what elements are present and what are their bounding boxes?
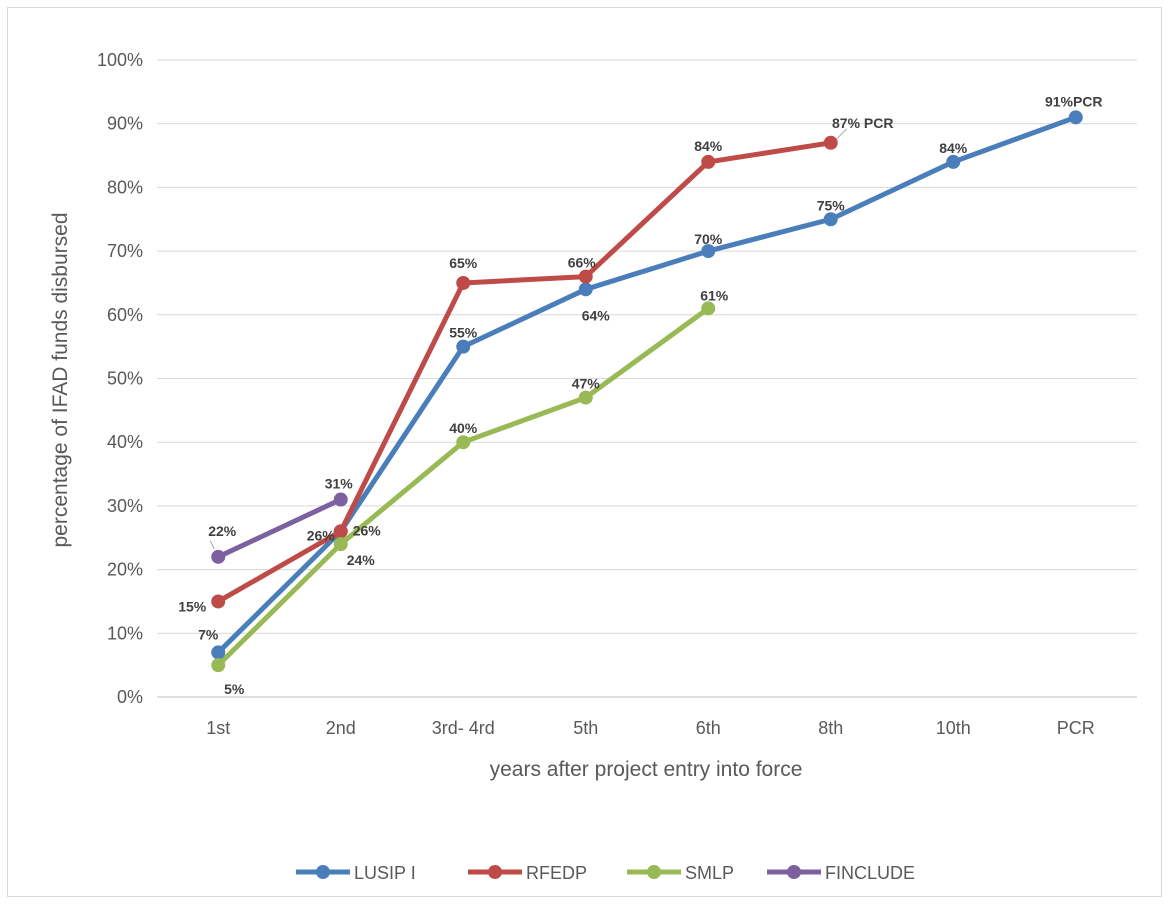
data-point-rfedp (333, 524, 348, 539)
y-tick-label: 0% (117, 687, 143, 707)
data-label-lusip-i: 7% (198, 626, 219, 642)
x-tick-label: 1st (206, 718, 230, 738)
data-label-smlp: 61% (700, 287, 729, 303)
data-label-smlp: 5% (224, 681, 245, 697)
legend-item-lusip-i: LUSIP I (296, 863, 416, 883)
data-label-lusip-i: 70% (694, 231, 723, 247)
x-tick-label: 3rd- 4rd (432, 718, 495, 738)
data-label-smlp: 24% (347, 552, 376, 568)
data-label-rfedp: 84% (694, 138, 723, 154)
data-point-smlp (333, 537, 348, 552)
data-point-finclude (211, 549, 226, 564)
data-label-lusip-i: 64% (582, 307, 611, 323)
legend-swatch-marker (787, 865, 801, 879)
series-line-smlp (216, 306, 710, 667)
x-tick-label: 2nd (326, 718, 356, 738)
legend-item-rfedp: RFEDP (468, 863, 587, 883)
data-point-rfedp (456, 275, 471, 290)
data-point-lusip-i (456, 339, 471, 354)
series-line-finclude (217, 497, 342, 560)
data-label-lusip-i: 91%PCR (1045, 93, 1103, 109)
legend-label: RFEDP (526, 863, 587, 883)
series-lines (216, 114, 1077, 667)
grid-lines (157, 59, 1137, 698)
legend: LUSIP I RFEDP SMLP FINCLUDE (296, 863, 915, 883)
data-point-finclude (333, 492, 348, 507)
series-points (211, 110, 1083, 673)
x-tick-label: 8th (818, 718, 843, 738)
data-label-smlp: 47% (572, 376, 601, 392)
data-label-rfedp: 26% (307, 527, 336, 543)
data-point-lusip-i (1068, 110, 1083, 125)
x-axis-title: years after project entry into force (490, 758, 803, 781)
data-point-rfedp (701, 154, 716, 169)
data-point-rfedp (578, 269, 593, 284)
x-tick-label: 6th (696, 718, 721, 738)
y-tick-label: 60% (107, 305, 143, 325)
y-tick-label: 90% (107, 114, 143, 134)
data-labels: 7% 55% 64% 70% 75% 84% 91%PCR 15% 26% 65% 66% 84% 87… (178, 93, 1102, 697)
x-tick-labels: 1st 2nd 3rd- 4rd 5th 6th 8th 10th PCR (206, 718, 1095, 738)
y-axis-title: percentage of IFAD funds disbursed (49, 212, 72, 547)
leader-line (209, 540, 215, 550)
legend-label: FINCLUDE (825, 863, 915, 883)
data-label-rfedp: 66% (568, 255, 597, 271)
data-label-lusip-i: 84% (939, 140, 968, 156)
legend-item-finclude: FINCLUDE (767, 863, 915, 883)
data-point-rfedp (823, 135, 838, 150)
legend-label: SMLP (685, 863, 734, 883)
data-point-lusip-i (823, 212, 838, 227)
legend-swatch-marker (316, 865, 330, 879)
y-tick-label: 80% (107, 177, 143, 197)
data-label-smlp: 40% (449, 420, 478, 436)
series-line-rfedp (217, 140, 832, 604)
chart-frame (7, 7, 1162, 897)
data-point-smlp (578, 390, 593, 405)
leader-line (836, 128, 848, 140)
data-label-lusip-i: 55% (449, 325, 478, 341)
data-label-lusip-i: 75% (817, 197, 846, 213)
data-point-lusip-i (211, 645, 226, 660)
data-label-rfedp: 87% PCR (832, 115, 893, 131)
x-tick-label: 5th (573, 718, 598, 738)
y-tick-label: 30% (107, 496, 143, 516)
y-tick-label: 70% (107, 241, 143, 261)
data-point-smlp (701, 301, 716, 316)
legend-swatch-marker (488, 865, 502, 879)
y-tick-label: 100% (97, 50, 143, 70)
data-point-lusip-i (946, 154, 961, 169)
y-tick-label: 10% (107, 623, 143, 643)
data-label-rfedp: 15% (178, 598, 207, 614)
legend-swatch-marker (647, 865, 661, 879)
data-point-lusip-i (578, 282, 593, 297)
data-point-smlp (211, 658, 226, 673)
data-point-smlp (456, 435, 471, 450)
legend-label: LUSIP I (354, 863, 416, 883)
data-label-finclude: 31% (325, 476, 354, 492)
y-tick-labels: 0% 10% 20% 30% 40% 50% 60% 70% 80% 90% 100% (97, 50, 143, 707)
data-label-extra: 26% (353, 522, 382, 538)
series-line-lusip-i (216, 114, 1077, 655)
data-label-finclude: 22% (208, 523, 237, 539)
data-point-rfedp (211, 594, 226, 609)
y-tick-label: 50% (107, 369, 143, 389)
x-tick-label: 10th (936, 718, 971, 738)
legend-item-smlp: SMLP (627, 863, 734, 883)
data-point-lusip-i (701, 244, 716, 259)
y-tick-label: 20% (107, 560, 143, 580)
y-tick-label: 40% (107, 432, 143, 452)
x-tick-label: PCR (1057, 718, 1095, 738)
data-label-rfedp: 65% (449, 255, 478, 271)
